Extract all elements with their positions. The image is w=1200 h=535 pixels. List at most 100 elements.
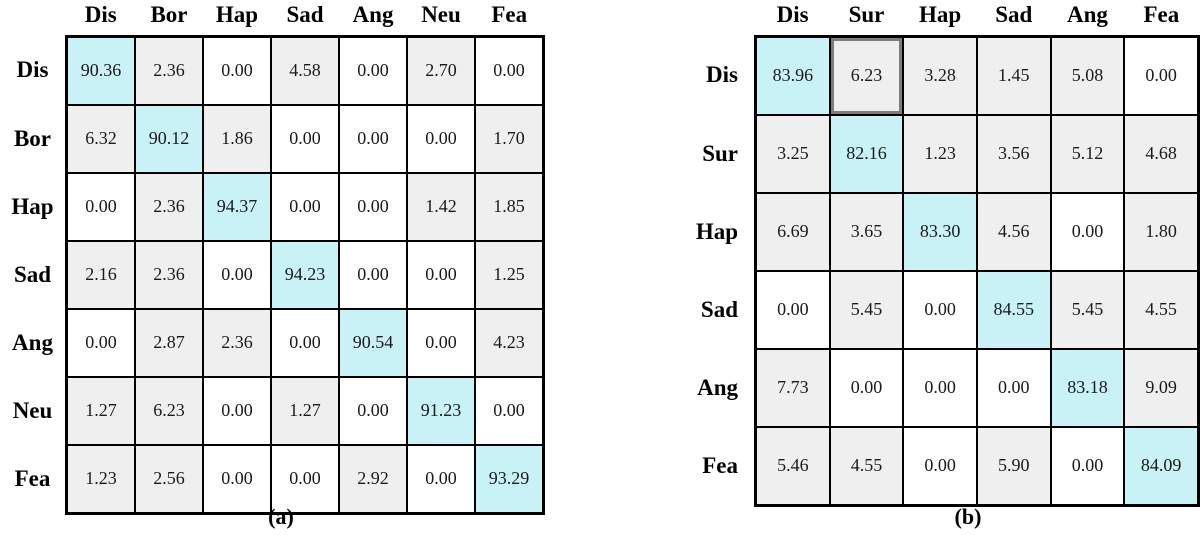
cell-value: 0.00 bbox=[289, 128, 321, 148]
cell-value: 4.58 bbox=[289, 60, 321, 80]
cell-value: 1.85 bbox=[493, 196, 525, 216]
matrix-cell-sur-sur: 82.16 bbox=[828, 113, 905, 194]
cell-value: 4.56 bbox=[998, 221, 1030, 241]
matrix-cell-dis-sad: 4.58 bbox=[270, 34, 340, 106]
matrix-cell-sad-sad: 84.55 bbox=[975, 269, 1052, 350]
cell-value: 0.00 bbox=[777, 299, 809, 319]
cell-value: 6.23 bbox=[153, 400, 185, 420]
matrix-cell-dis-sad: 1.45 bbox=[975, 34, 1052, 116]
matrix-cell-hap-sad: 0.00 bbox=[270, 171, 340, 242]
cell-value: 1.23 bbox=[85, 468, 117, 488]
row-header-hap: Hap bbox=[0, 172, 67, 241]
row-header-bor: Bor bbox=[0, 104, 67, 173]
cell-value: 0.00 bbox=[924, 455, 956, 475]
cell-value: 0.00 bbox=[1071, 455, 1104, 475]
row-header-neu: Neu bbox=[0, 376, 67, 445]
cell-value: 5.08 bbox=[1071, 65, 1104, 85]
row-header-sad: Sad bbox=[660, 270, 756, 349]
cell-value: 5.46 bbox=[777, 455, 809, 475]
row-header-ang: Ang bbox=[0, 308, 67, 377]
cell-value: 94.23 bbox=[284, 264, 326, 284]
matrix-cell-fea-sad: 5.90 bbox=[975, 425, 1052, 507]
column-header-dis: Dis bbox=[755, 0, 830, 36]
cell-value: 0.00 bbox=[357, 400, 389, 420]
cell-value: 3.25 bbox=[777, 143, 809, 163]
cell-value: 0.00 bbox=[924, 377, 956, 397]
matrix-cell-sad-fea: 1.25 bbox=[474, 239, 545, 310]
cell-value: 4.68 bbox=[1145, 143, 1177, 163]
cell-value: 1.23 bbox=[924, 143, 956, 163]
matrix-cell-sad-sad: 94.23 bbox=[270, 239, 340, 310]
cell-value: 6.69 bbox=[777, 221, 809, 241]
row-header-dis: Dis bbox=[660, 36, 756, 115]
matrix-cell-hap-bor: 2.36 bbox=[134, 171, 204, 242]
confusion-matrix-a: Dis Bor Hap Sad Ang Neu Fea Dis 90.36 2.36 0.00 4.5… bbox=[0, 0, 545, 515]
cell-value: 0.00 bbox=[493, 60, 525, 80]
column-header-hap: Hap bbox=[903, 0, 977, 36]
cell-value: 90.12 bbox=[148, 128, 190, 148]
matrix-cell-fea-bor: 2.56 bbox=[134, 443, 204, 515]
matrix-cell-sad-neu: 0.00 bbox=[406, 239, 476, 310]
matrix-cell-ang-hap: 0.00 bbox=[902, 347, 978, 428]
matrix-cell-neu-bor: 6.23 bbox=[134, 375, 204, 446]
matrix-cell-sad-hap: 0.00 bbox=[202, 239, 272, 310]
cell-value: 3.56 bbox=[998, 143, 1030, 163]
matrix-cell-dis-hap: 3.28 bbox=[902, 34, 978, 116]
column-header-neu: Neu bbox=[407, 0, 475, 36]
matrix-cell-dis-dis: 90.36 bbox=[65, 34, 136, 106]
matrix-cell-fea-hap: 0.00 bbox=[902, 425, 978, 507]
cell-value: 0.00 bbox=[357, 196, 389, 216]
matrix-cell-ang-ang: 90.54 bbox=[338, 307, 408, 378]
matrix-cell-sad-ang: 0.00 bbox=[338, 239, 408, 310]
cell-value: 90.54 bbox=[352, 332, 394, 352]
matrix-cell-ang-sad: 0.00 bbox=[270, 307, 340, 378]
matrix-cell-neu-sad: 1.27 bbox=[270, 375, 340, 446]
matrix-cell-fea-ang: 0.00 bbox=[1049, 425, 1126, 507]
matrix-cell-sur-hap: 1.23 bbox=[902, 113, 978, 194]
corner-cell bbox=[660, 0, 756, 36]
cell-value: 2.87 bbox=[153, 332, 185, 352]
confusion-matrix-b: Dis Sur Hap Sad Ang Fea Dis 83.96 6.23 3.28 1.45 5.… bbox=[660, 0, 1200, 507]
column-header-ang: Ang bbox=[1050, 0, 1125, 36]
matrix-cell-bor-hap: 1.86 bbox=[202, 103, 272, 174]
cell-value: 0.00 bbox=[425, 468, 457, 488]
cell-value: 0.00 bbox=[425, 264, 457, 284]
column-header-fea: Fea bbox=[475, 0, 544, 36]
matrix-cell-hap-fea: 1.80 bbox=[1123, 191, 1200, 272]
cell-value: 0.00 bbox=[425, 128, 457, 148]
row-header-sad: Sad bbox=[0, 240, 67, 309]
matrix-cell-dis-fea: 0.00 bbox=[474, 34, 545, 106]
matrix-cell-dis-ang: 0.00 bbox=[338, 34, 408, 106]
row-header-fea: Fea bbox=[0, 444, 67, 513]
matrix-cell-ang-sad: 0.00 bbox=[975, 347, 1052, 428]
matrix-cell-sur-sad: 3.56 bbox=[975, 113, 1052, 194]
matrix-cell-fea-hap: 0.00 bbox=[202, 443, 272, 515]
row-header-fea: Fea bbox=[660, 426, 756, 505]
cell-value: 1.86 bbox=[221, 128, 253, 148]
cell-value: 4.55 bbox=[850, 455, 883, 475]
column-header-bor: Bor bbox=[135, 0, 203, 36]
matrix-cell-dis-fea: 0.00 bbox=[1123, 34, 1200, 116]
cell-value: 83.18 bbox=[1067, 377, 1108, 397]
cell-value: 0.00 bbox=[221, 468, 253, 488]
column-header-dis: Dis bbox=[66, 0, 135, 36]
cell-value: 2.92 bbox=[357, 468, 389, 488]
cell-value: 0.00 bbox=[493, 400, 525, 420]
cell-value: 0.00 bbox=[85, 332, 117, 352]
cell-value: 1.80 bbox=[1145, 221, 1177, 241]
corner-cell bbox=[0, 0, 67, 36]
matrix-cell-fea-sur: 4.55 bbox=[828, 425, 905, 507]
matrix-cell-fea-fea: 93.29 bbox=[474, 443, 545, 515]
cell-value: 6.23 bbox=[830, 37, 903, 114]
matrix-cell-hap-hap: 94.37 bbox=[202, 171, 272, 242]
row-header-dis: Dis bbox=[0, 36, 67, 105]
matrix-cell-sad-bor: 2.36 bbox=[134, 239, 204, 310]
matrix-cell-ang-bor: 2.87 bbox=[134, 307, 204, 378]
matrix-cell-ang-dis: 7.73 bbox=[753, 347, 831, 428]
cell-value: 1.70 bbox=[493, 128, 525, 148]
cell-value: 0.00 bbox=[1145, 65, 1177, 85]
cell-value: 2.36 bbox=[153, 196, 185, 216]
matrix-cell-dis-dis: 83.96 bbox=[753, 34, 831, 116]
matrix-cell-ang-ang: 83.18 bbox=[1049, 347, 1126, 428]
matrix-cell-bor-neu: 0.00 bbox=[406, 103, 476, 174]
